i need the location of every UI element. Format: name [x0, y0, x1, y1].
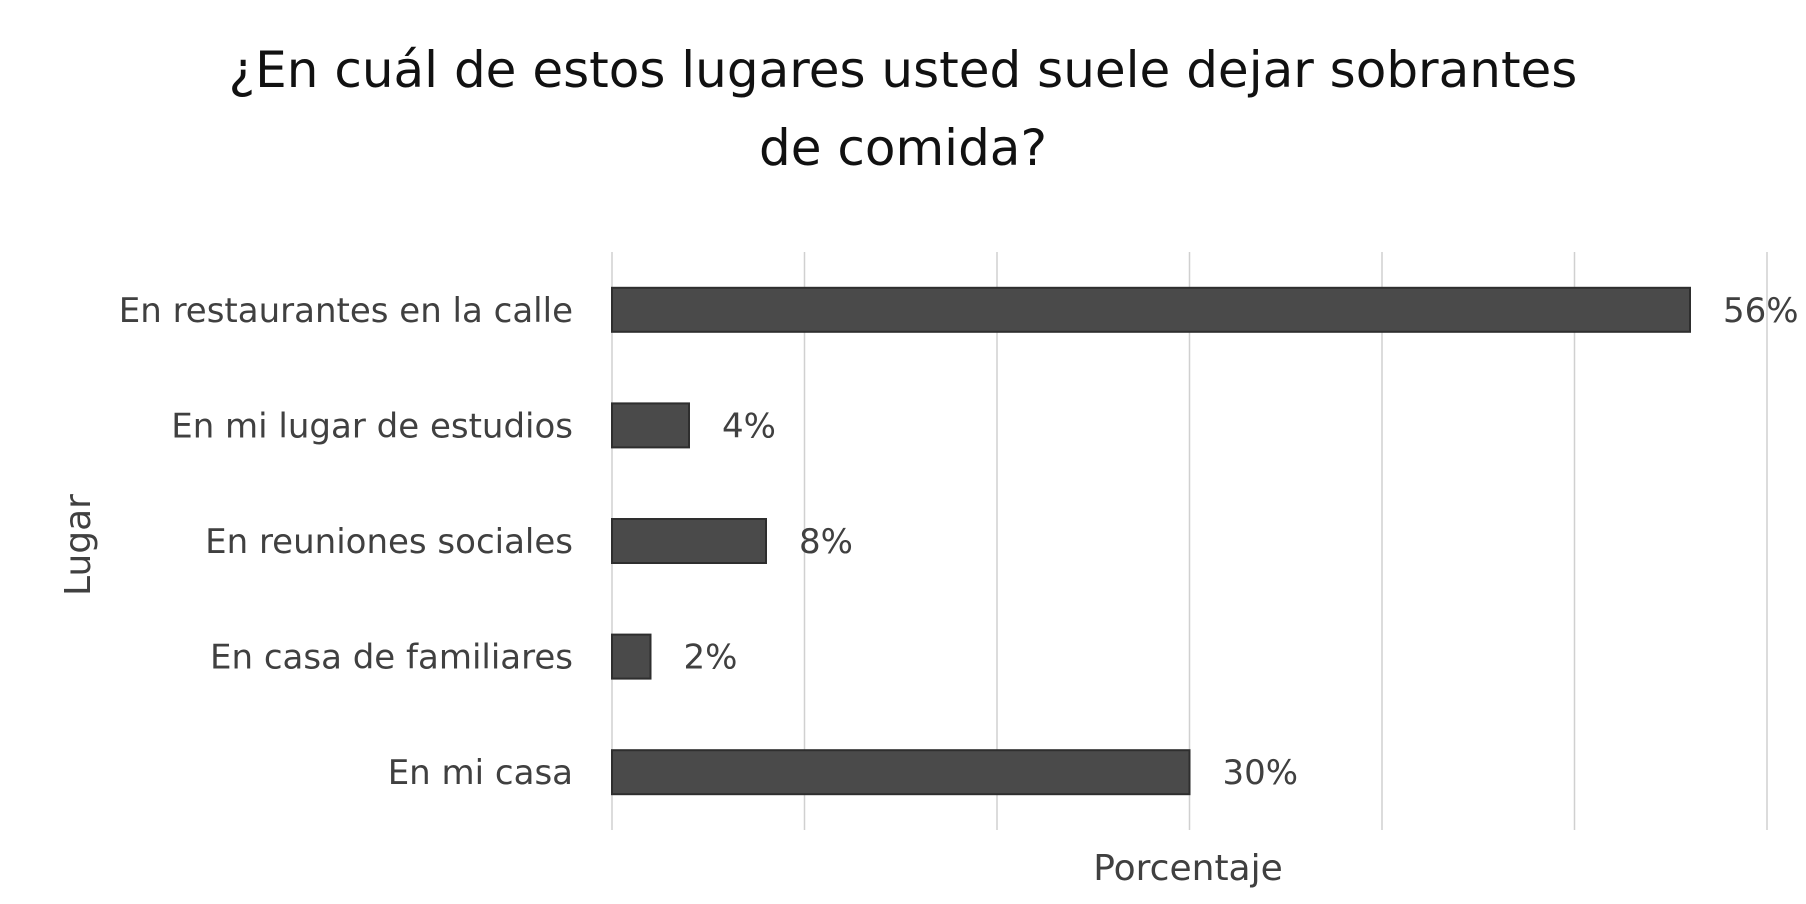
data-label: 4% [722, 406, 776, 446]
data-label: 30% [1223, 753, 1299, 793]
value-labels: 56% 4% 8% 2% 30% [684, 291, 1799, 793]
category-labels: En restaurantes en la calle En mi lugar d… [119, 291, 573, 793]
data-label: 8% [799, 522, 853, 562]
y-axis-title: Lugar [58, 494, 99, 596]
category-label: En casa de familiares [210, 638, 573, 678]
chart-title-line-1: ¿En cuál de estos lugares usted suele de… [229, 41, 1578, 99]
category-label: En restaurantes en la calle [119, 291, 573, 331]
gridlines [611, 252, 1768, 830]
chart-title-line-2: de comida? [759, 119, 1047, 177]
bar [611, 633, 652, 680]
bars [611, 286, 1691, 796]
category-label: En mi casa [388, 753, 573, 793]
bar [611, 518, 767, 564]
chart-title: ¿En cuál de estos lugares usted suele de… [229, 41, 1578, 177]
bar [611, 402, 690, 449]
x-axis-title: Porcentaje [1093, 848, 1283, 889]
bar [611, 749, 1191, 796]
data-label: 56% [1723, 291, 1799, 331]
category-label: En reuniones sociales [205, 522, 573, 562]
data-label: 2% [684, 638, 738, 678]
bar [611, 286, 1691, 333]
category-label: En mi lugar de estudios [171, 406, 573, 446]
